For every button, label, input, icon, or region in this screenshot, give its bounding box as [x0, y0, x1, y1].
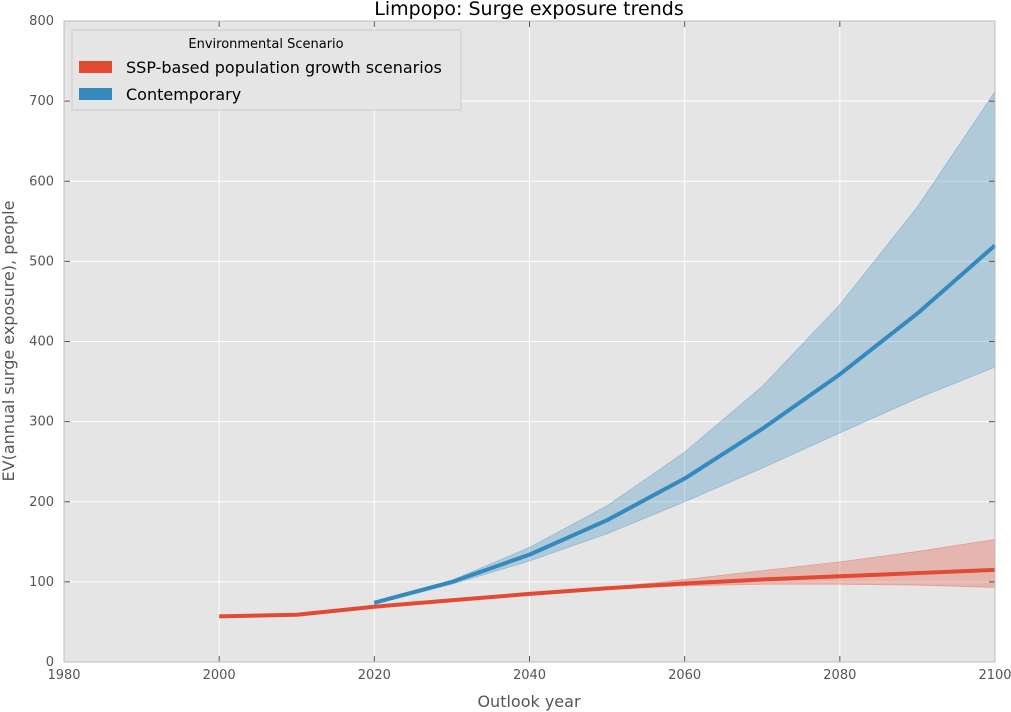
- x-tick-label: 2040: [513, 668, 546, 683]
- y-tick-label: 0: [46, 655, 54, 670]
- plot-area: 1980 2000 2020 2040 2060 2080 2100 0 100 200 300 40…: [29, 14, 1011, 683]
- x-tick-label: 2100: [978, 668, 1011, 683]
- y-tick-label: 200: [29, 495, 54, 510]
- x-tick-label: 2020: [358, 668, 391, 683]
- legend-swatch-ssp: [79, 61, 112, 73]
- y-tick-label: 700: [29, 94, 54, 109]
- y-tick-label: 400: [29, 335, 54, 350]
- chart-title: Limpopo: Surge exposure trends: [374, 0, 683, 20]
- series-lines: [219, 243, 997, 619]
- legend-title: Environmental Scenario: [188, 37, 343, 52]
- legend: Environmental Scenario SSP-based populat…: [71, 29, 462, 111]
- y-tick-label: 500: [29, 254, 54, 269]
- y-tick-label: 600: [29, 174, 54, 189]
- series-line-0: [219, 567, 996, 619]
- x-tick-label: 2080: [823, 668, 856, 683]
- x-tick-label: 1980: [47, 668, 80, 683]
- y-axis-label: EV(annual surge exposure), people: [0, 201, 18, 482]
- legend-box: [71, 29, 462, 111]
- y-tick-label: 800: [29, 14, 54, 29]
- y-tick-label: 100: [29, 575, 54, 590]
- legend-swatch-contemporary: [79, 88, 112, 100]
- y-tick-label: 300: [29, 415, 54, 430]
- legend-label-ssp: SSP-based population growth scenarios: [126, 58, 442, 77]
- x-tick-label: 2000: [203, 668, 236, 683]
- x-axis-label: Outlook year: [477, 692, 581, 711]
- plot-frame: [63, 20, 996, 663]
- legend-label-contemporary: Contemporary: [126, 85, 241, 104]
- series-line-1: [373, 243, 997, 605]
- x-tick-label: 2060: [668, 668, 701, 683]
- axes: 1980 2000 2020 2040 2060 2080 2100 0 100 200 300 40…: [29, 14, 1011, 683]
